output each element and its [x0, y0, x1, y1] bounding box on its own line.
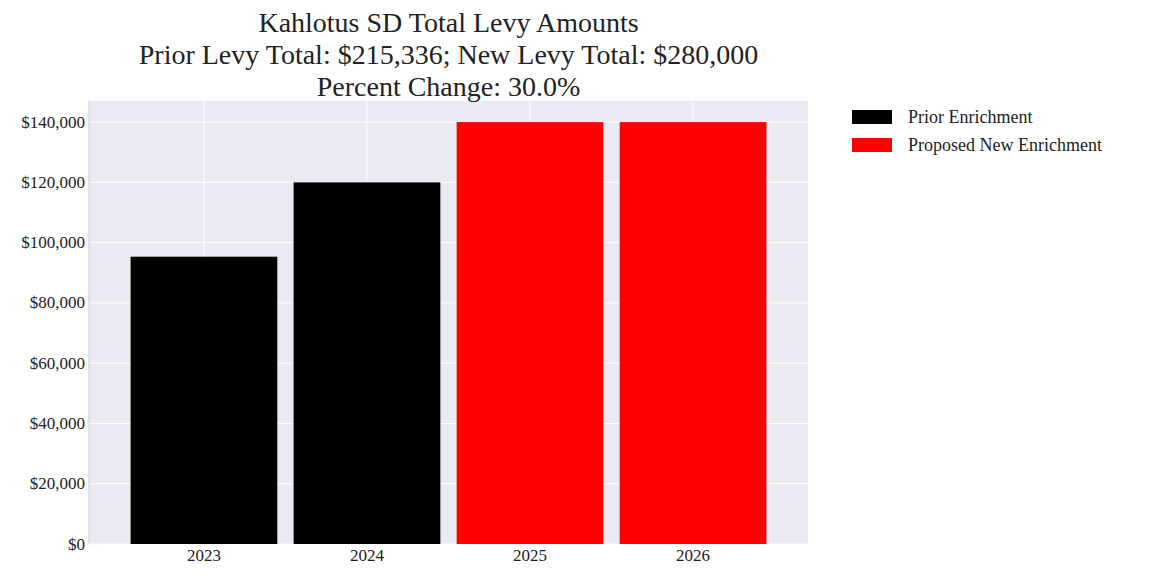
chart: $0 $20,000 $40,000 $60,000 $80,000 $100,000 $1…	[0, 0, 1152, 576]
x-tick-label: 2024	[350, 546, 385, 565]
bar	[457, 122, 604, 544]
x-tick-label: 2023	[187, 546, 221, 565]
plot-background	[89, 101, 808, 544]
y-tick-label: $0	[68, 535, 85, 554]
legend-label: Prior Enrichment	[908, 107, 1032, 127]
y-tick-label: $100,000	[21, 233, 85, 252]
y-tick-label: $20,000	[30, 474, 85, 493]
title-line: Prior Levy Total: $215,336; New Levy Tot…	[139, 39, 759, 70]
x-tick-label: 2026	[676, 546, 710, 565]
y-tick-label: $40,000	[30, 414, 85, 433]
bar	[620, 122, 767, 544]
y-tick-label: $60,000	[30, 354, 85, 373]
x-tick-label: 2025	[513, 546, 547, 565]
legend-swatch	[852, 138, 892, 152]
legend-label: Proposed New Enrichment	[908, 135, 1102, 155]
y-tick-label: $140,000	[21, 113, 85, 132]
y-tick-label: $80,000	[30, 293, 85, 312]
y-tick-label: $120,000	[21, 173, 85, 192]
bar	[131, 257, 278, 544]
bar	[294, 182, 441, 544]
title-line: Percent Change: 30.0%	[317, 71, 581, 102]
title-line: Kahlotus SD Total Levy Amounts	[258, 7, 638, 38]
legend-swatch	[852, 110, 892, 124]
bars	[131, 122, 767, 544]
y-axis-line	[89, 101, 90, 544]
